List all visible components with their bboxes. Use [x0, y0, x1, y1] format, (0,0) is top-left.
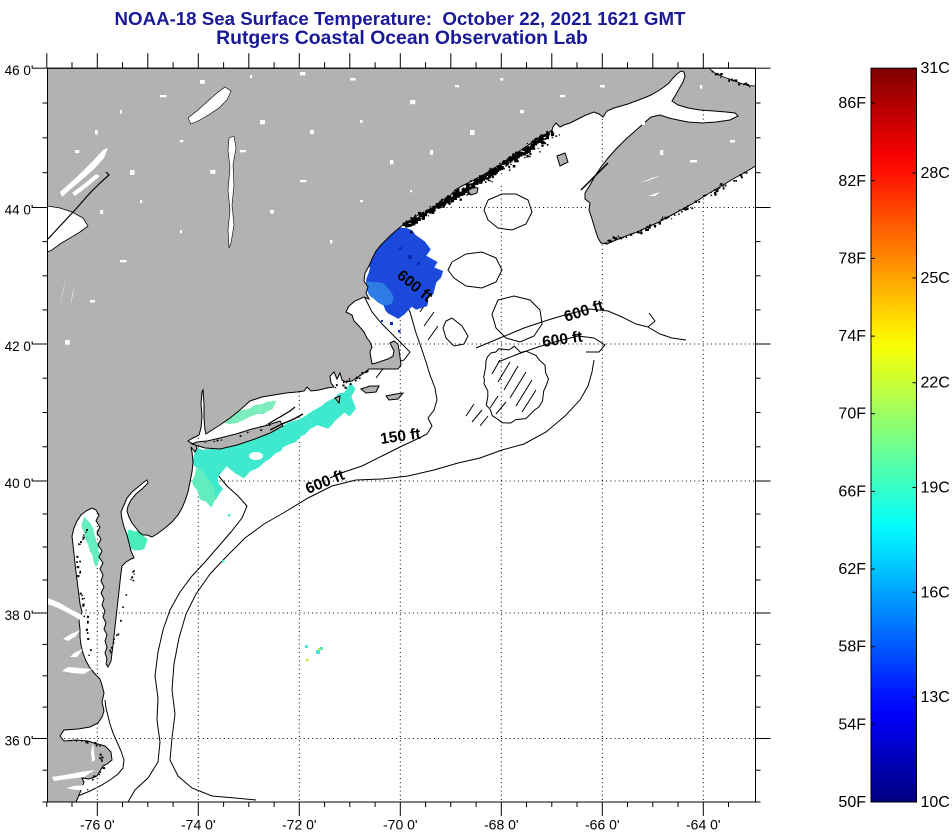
svg-text:50F: 50F — [838, 794, 866, 811]
svg-text:150 ft: 150 ft — [379, 425, 421, 447]
svg-text:-76 0': -76 0' — [80, 817, 115, 832]
svg-text:62F: 62F — [838, 561, 866, 578]
svg-text:58F: 58F — [838, 639, 866, 656]
svg-text:40 0': 40 0' — [5, 476, 34, 491]
svg-text:22C: 22C — [921, 375, 950, 392]
svg-text:31C: 31C — [921, 60, 950, 77]
svg-text:70F: 70F — [838, 406, 866, 423]
svg-text:86F: 86F — [838, 95, 866, 112]
svg-text:10C: 10C — [921, 794, 950, 811]
svg-text:74F: 74F — [838, 328, 866, 345]
svg-text:19C: 19C — [921, 480, 950, 497]
svg-text:36 0': 36 0' — [5, 734, 34, 749]
svg-text:42 0': 42 0' — [5, 339, 34, 354]
svg-text:-68 0': -68 0' — [484, 817, 519, 832]
svg-text:46 0': 46 0' — [5, 63, 34, 78]
svg-text:38 0': 38 0' — [5, 608, 34, 623]
svg-text:66F: 66F — [838, 483, 866, 500]
svg-text:28C: 28C — [921, 165, 950, 182]
svg-text:600 ft: 600 ft — [541, 328, 583, 350]
svg-text:13C: 13C — [921, 689, 950, 706]
svg-text:-72 0': -72 0' — [282, 817, 317, 832]
svg-text:78F: 78F — [838, 250, 866, 267]
svg-text:82F: 82F — [838, 173, 866, 190]
svg-text:-66 0': -66 0' — [585, 817, 620, 832]
svg-text:-64 0': -64 0' — [686, 817, 721, 832]
svg-text:25C: 25C — [921, 270, 950, 287]
svg-text:-70 0': -70 0' — [383, 817, 418, 832]
svg-text:-74 0': -74 0' — [181, 817, 216, 832]
svg-text:44 0': 44 0' — [5, 203, 34, 218]
svg-text:16C: 16C — [921, 584, 950, 601]
svg-text:54F: 54F — [838, 716, 866, 733]
